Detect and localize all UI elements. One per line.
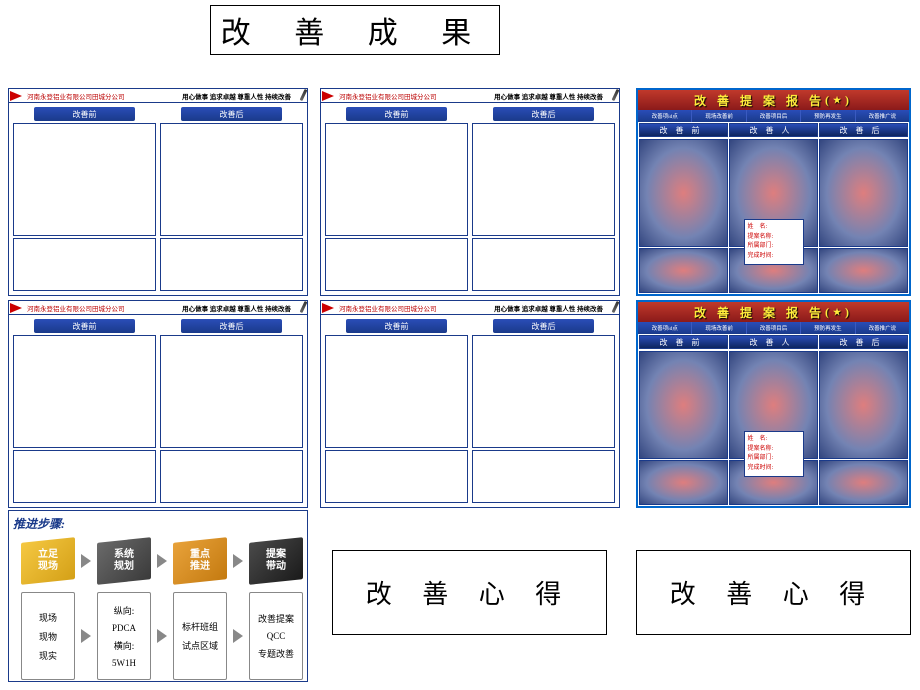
before-box-lower	[13, 238, 156, 291]
form-header: 河南永登铝业有限公司田城分公司 用心做事 追求卓越 尊重人性 持续改善	[9, 89, 307, 103]
star-icon: ★	[833, 307, 845, 318]
improvement-form-1: 河南永登铝业有限公司田城分公司 用心做事 追求卓越 尊重人性 持续改善 改善前 …	[8, 88, 308, 296]
report-title: 改 善 提 案 报 告 ( ★ )	[638, 90, 909, 110]
pen-icon	[605, 299, 619, 317]
col-before: 改善前	[639, 123, 728, 137]
step-box-1: 现场现物现实	[21, 592, 75, 680]
before-tab: 改善前	[34, 107, 134, 121]
report-tab: 改善项目后	[747, 110, 801, 122]
report-tab: 改善项id点	[638, 110, 692, 122]
after-tab: 改善后	[181, 107, 281, 121]
reflection-card-2: 改 善 心 得	[636, 550, 911, 635]
cube-1: 立足现场	[21, 540, 75, 582]
proposal-report-2: 改 善 提 案 报 告(★) 改善项id点现场改善前改善项目后预防再发生改善推广…	[636, 300, 911, 508]
improvement-form-3: 河南永登铝业有限公司田城分公司用心做事 追求卓越 尊重人性 持续改善 改善前改善…	[8, 300, 308, 508]
step-box-4: 改善提案QCC专题改善	[249, 592, 303, 680]
pen-icon	[605, 87, 619, 105]
step-box-2: 纵向:PDCA横向:5W1H	[97, 592, 151, 680]
arrow-icon	[233, 629, 243, 643]
steps-boxes: 现场现物现实 纵向:PDCA横向:5W1H 标杆班组试点区域 改善提案QCC专题…	[13, 592, 303, 680]
flag-icon	[11, 91, 25, 101]
arrow-icon	[81, 629, 91, 643]
report-tab: 预防再发生	[801, 110, 855, 122]
after-box-lower	[160, 238, 303, 291]
report-tab: 改善推广说	[856, 110, 909, 122]
after-box-upper	[160, 123, 303, 236]
arrow-icon	[233, 554, 243, 568]
col-person: 改善人	[729, 123, 818, 137]
step-box-3: 标杆班组试点区域	[173, 592, 227, 680]
improvement-form-4: 河南永登铝业有限公司田城分公司用心做事 追求卓越 尊重人性 持续改善 改善前改善…	[320, 300, 620, 508]
flag-icon	[323, 91, 337, 101]
before-box-upper	[13, 123, 156, 236]
pen-icon	[293, 87, 307, 105]
after-image	[819, 139, 908, 247]
cube-3: 重点推进	[173, 540, 227, 582]
company-name: 河南永登铝业有限公司田城分公司	[27, 91, 125, 101]
slogan: 用心做事 追求卓越 尊重人性 持续改善	[182, 91, 291, 101]
before-image	[639, 139, 728, 247]
steps-title: 推进步骤:	[13, 515, 303, 532]
arrow-icon	[81, 554, 91, 568]
report-tabs: 改善项id点 现场改善前 改善项目后 预防再发生 改善推广说	[638, 110, 909, 122]
star-icon: ★	[833, 95, 845, 106]
pen-icon	[293, 299, 307, 317]
arrow-icon	[157, 554, 167, 568]
proposal-report-1: 改 善 提 案 报 告 ( ★ ) 改善项id点 现场改善前 改善项目后 预防再…	[636, 88, 911, 296]
cube-4: 提案带动	[249, 540, 303, 582]
steps-cubes: 立足现场 系统规划 重点推进 提案带动	[13, 536, 303, 586]
flag-icon	[323, 303, 337, 313]
improvement-form-2: 河南永登铝业有限公司田城分公司用心做事 追求卓越 尊重人性 持续改善 改善前改善…	[320, 88, 620, 296]
flag-icon	[11, 303, 25, 313]
page-title: 改 善 成 果	[210, 5, 500, 55]
col-after: 改善后	[819, 123, 908, 137]
info-box: 姓 名: 提案名称: 所属部门: 完成时间:	[744, 219, 804, 265]
arrow-icon	[157, 629, 167, 643]
reflection-card-1: 改 善 心 得	[332, 550, 607, 635]
cube-2: 系统规划	[97, 540, 151, 582]
report-tab: 现场改善前	[692, 110, 746, 122]
steps-panel: 推进步骤: 立足现场 系统规划 重点推进 提案带动 现场现物现实 纵向:PDCA…	[8, 510, 308, 682]
